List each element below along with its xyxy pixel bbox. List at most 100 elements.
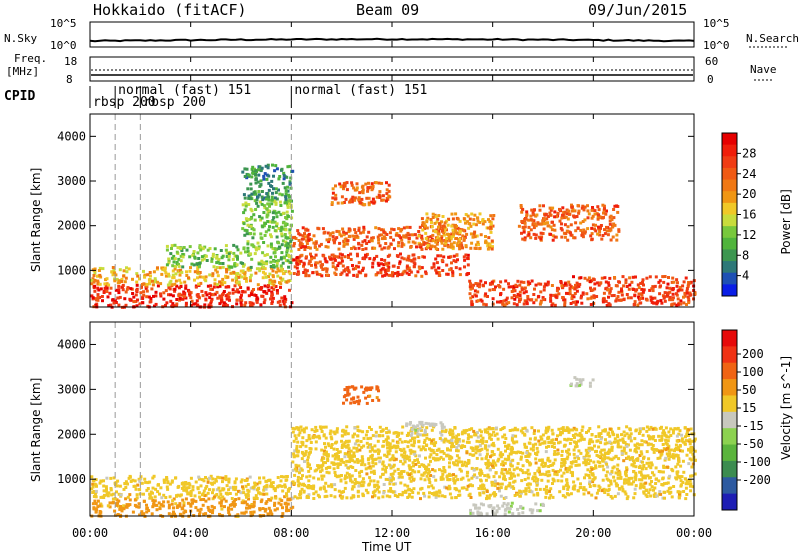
heatmap-cell: [690, 449, 693, 453]
heatmap-cell: [560, 213, 564, 217]
heatmap-cell: [105, 290, 109, 293]
heatmap-cell: [393, 494, 397, 497]
heatmap-cell: [271, 219, 275, 222]
heatmap-cell: [198, 513, 201, 516]
heatmap-cell: [326, 454, 330, 458]
heatmap-cell: [590, 226, 594, 230]
heatmap-cell: [406, 471, 410, 475]
heatmap-cell: [258, 165, 262, 169]
heatmap-cell: [197, 257, 201, 260]
heatmap-cell: [93, 267, 97, 271]
heatmap-cell: [497, 284, 501, 287]
heatmap-cell: [271, 211, 275, 215]
heatmap-cell: [417, 439, 421, 443]
heatmap-cell: [615, 467, 619, 471]
heatmap-cell: [649, 494, 653, 498]
heatmap-cell: [591, 480, 595, 484]
heatmap-cell: [567, 209, 571, 213]
heatmap-cell: [307, 479, 311, 483]
heatmap-cell: [159, 292, 162, 296]
heatmap-cell: [189, 490, 193, 493]
heatmap-cell: [471, 446, 475, 450]
heatmap-cell: [326, 245, 330, 249]
heatmap-cell: [680, 475, 684, 479]
heatmap-cell: [263, 298, 267, 302]
noise-ytick-right-top: 10^5: [703, 17, 730, 30]
heatmap-cell: [96, 298, 100, 302]
heatmap-cell: [591, 473, 595, 477]
heatmap-cell: [374, 226, 378, 230]
heatmap-cell: [117, 303, 121, 307]
heatmap-cell: [184, 296, 188, 300]
heatmap-cell: [272, 265, 276, 269]
heatmap-cell: [442, 224, 446, 228]
heatmap-cell: [333, 483, 337, 487]
heatmap-cell: [188, 245, 192, 249]
heatmap-cell: [553, 235, 557, 239]
heatmap-cell: [502, 287, 506, 291]
heatmap-cell: [291, 496, 295, 500]
heatmap-cell: [211, 497, 215, 501]
heatmap-cell: [560, 216, 564, 220]
heatmap-cell: [601, 478, 605, 482]
heatmap-cell: [364, 255, 368, 259]
heatmap-cell: [565, 212, 569, 216]
heatmap-cell: [368, 482, 371, 486]
heatmap-cell: [473, 235, 477, 239]
heatmap-cell: [601, 429, 605, 433]
heatmap-cell: [192, 250, 196, 253]
heatmap-cell: [254, 248, 258, 252]
heatmap-cell: [429, 218, 433, 221]
heatmap-cell: [377, 496, 381, 500]
heatmap-cell: [247, 196, 251, 200]
heatmap-cell: [178, 502, 182, 506]
heatmap-cell: [358, 481, 362, 485]
heatmap-cell: [248, 475, 252, 479]
heatmap-cell: [563, 298, 567, 302]
heatmap-cell: [409, 270, 413, 274]
heatmap-cell: [542, 285, 546, 289]
heatmap-cell: [498, 489, 501, 493]
heatmap-cell: [519, 297, 523, 301]
heatmap-cell: [477, 285, 481, 289]
heatmap-cell: [381, 467, 385, 471]
heatmap-cell: [383, 453, 387, 457]
heatmap-cell: [121, 288, 125, 292]
heatmap-cell: [218, 284, 222, 288]
heatmap-cell: [651, 444, 655, 447]
heatmap-cell: [612, 475, 616, 479]
heatmap-cell: [143, 275, 147, 279]
heatmap-cell: [435, 453, 439, 457]
heatmap-cell: [111, 492, 115, 496]
heatmap-cell: [549, 225, 553, 229]
heatmap-cell: [488, 455, 492, 459]
heatmap-cell: [680, 288, 684, 292]
heatmap-cell: [551, 206, 555, 210]
heatmap-cell: [649, 425, 653, 429]
heatmap-cell: [384, 242, 388, 245]
heatmap-cell: [307, 469, 311, 473]
heatmap-cell: [281, 227, 285, 231]
heatmap-cell: [489, 214, 493, 218]
heatmap-cell: [484, 281, 487, 285]
heatmap-cell: [371, 461, 375, 464]
heatmap-cell: [471, 295, 475, 299]
heatmap-cell: [597, 488, 601, 492]
heatmap-cell: [661, 470, 665, 474]
heatmap-cell: [333, 254, 337, 258]
heatmap-cell: [473, 289, 477, 293]
heatmap-cell: [634, 465, 638, 469]
heatmap-cell: [622, 481, 626, 485]
heatmap-cell: [367, 240, 371, 244]
heatmap-cell: [649, 466, 653, 470]
heatmap-cell: [152, 294, 155, 298]
heatmap-cell: [350, 474, 354, 478]
heatmap-cell: [246, 483, 250, 486]
heatmap-cell: [343, 184, 347, 188]
heatmap-cell: [476, 290, 480, 294]
heatmap-cell: [394, 450, 398, 454]
heatmap-cell: [153, 277, 157, 281]
heatmap-cell: [577, 439, 581, 443]
heatmap-cell: [350, 247, 353, 250]
heatmap-cell: [612, 216, 616, 220]
